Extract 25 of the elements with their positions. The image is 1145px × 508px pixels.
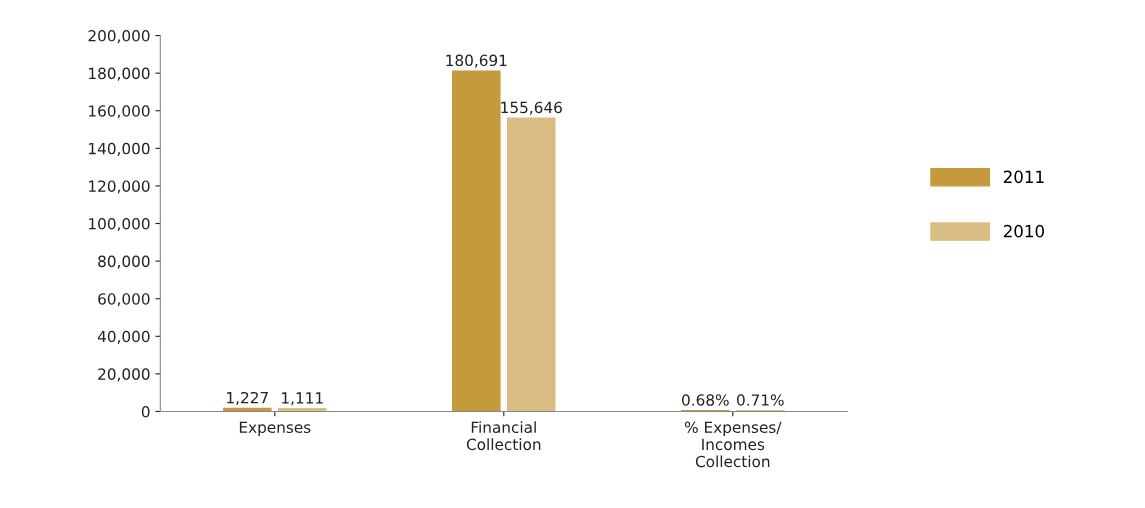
- x-tick-label: Financial Collection: [466, 421, 541, 451]
- y-tick-label: 40,000: [97, 330, 150, 344]
- data-label: 0.71%: [737, 394, 784, 406]
- x-tick-label: % Expenses/ Incomes Collection: [684, 421, 782, 468]
- y-tick-label: 180,000: [89, 67, 150, 81]
- legend-label: 2011: [1003, 170, 1044, 184]
- data-label: 0.68%: [682, 394, 729, 406]
- data-label: 1,111: [282, 392, 323, 406]
- data-label: 1,227: [227, 391, 268, 405]
- y-tick-label: 0: [141, 405, 150, 418]
- y-tick-label: 20,000: [98, 368, 150, 382]
- y-tick-label: 120,000: [89, 180, 150, 194]
- bar: [452, 70, 501, 412]
- y-tick-label: 100,000: [89, 217, 150, 232]
- y-tick-label: 60,000: [98, 293, 150, 307]
- x-tick-label: Expenses: [239, 421, 311, 436]
- data-label: 155,646: [501, 101, 562, 115]
- y-tick-label: 80,000: [98, 255, 150, 269]
- y-tick-label: 200,000: [88, 30, 150, 44]
- bar: [277, 408, 327, 412]
- data-label: 180,691: [446, 54, 507, 68]
- bar: [506, 117, 556, 412]
- y-tick-label: 140,000: [89, 142, 150, 156]
- legend-label: 2010: [1003, 224, 1044, 238]
- y-tick-label: 160,000: [89, 105, 150, 119]
